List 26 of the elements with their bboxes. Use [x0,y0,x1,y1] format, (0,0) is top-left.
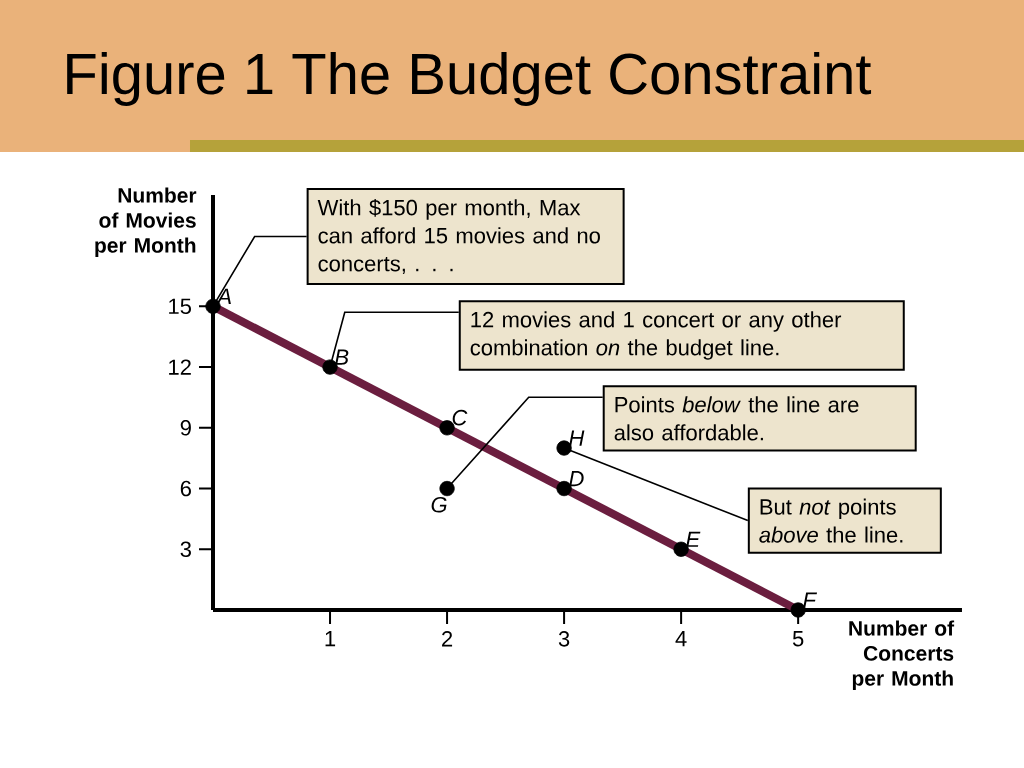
data-label: C [452,409,468,426]
y-tick-label: 6 [180,480,191,497]
annotation: 12 movies and 1 concert or any other combination on the budget line. [470,311,842,360]
data-label: A [216,288,231,304]
data-label: H [569,430,585,446]
annotation: With $150 per month, Max can afford 15 movies and no concerts, . . . [317,198,600,275]
data-label: B [335,349,349,365]
data-label: F [803,592,818,608]
y-tick-label: 9 [180,420,191,436]
x-axis-title: Number of Concerts per Month [849,620,955,690]
annotation: Points below the line are also affordable. [614,396,859,441]
point [439,480,455,497]
y-tick-label: 3 [180,541,191,558]
annotation: But not points above the line. [759,498,903,543]
y-tick-label: 15 [169,298,191,315]
y-tick-label: 12 [169,359,191,375]
x-tick-label: 5 [792,631,804,647]
data-label: G [431,496,447,513]
data-label: D [569,471,584,487]
x-tick-label: 1 [325,631,336,647]
x-tick-label: 4 [675,631,687,647]
y-axis-title: Number of Movies per Month [95,187,197,257]
chart-title: Figure 1 The Budget Constraint [67,51,872,107]
x-tick-label: 2 [442,631,453,647]
x-tick-label: 3 [558,631,570,647]
data-label: E [686,531,701,547]
